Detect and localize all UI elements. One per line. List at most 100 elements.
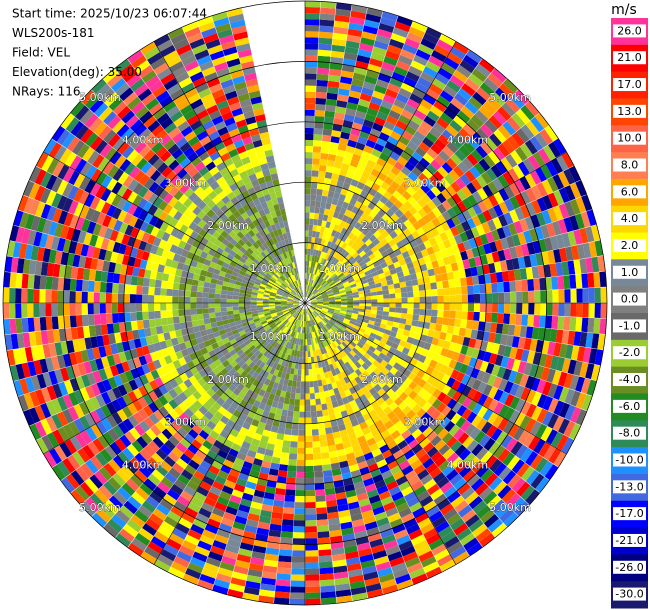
radar-gate xyxy=(393,98,407,110)
radar-gate xyxy=(305,224,309,231)
radar-gate xyxy=(511,131,525,147)
radar-gate xyxy=(367,323,374,329)
radar-gate xyxy=(202,475,215,486)
radar-gate xyxy=(347,297,354,301)
radar-gate xyxy=(552,416,565,432)
radar-gate xyxy=(462,197,473,210)
radar-gate xyxy=(184,296,191,303)
radar-gate xyxy=(407,424,419,435)
radar-gate xyxy=(248,278,256,284)
radar-gate xyxy=(377,379,387,389)
radar-gate xyxy=(246,284,254,289)
radar-gate xyxy=(301,320,304,328)
radar-gate xyxy=(89,359,99,373)
radar-gate xyxy=(48,448,62,465)
radar-gate xyxy=(13,380,24,397)
radar-gate xyxy=(111,207,122,220)
radar-gate xyxy=(438,460,451,472)
radar-gate xyxy=(170,337,179,346)
radar-gate xyxy=(387,335,396,343)
radar-gate xyxy=(311,301,318,303)
radar-gate xyxy=(307,351,311,358)
radar-gate xyxy=(163,515,179,528)
radar-gate xyxy=(318,543,331,551)
radar-gate xyxy=(283,353,289,361)
radar-gate xyxy=(192,325,200,333)
radar-gate xyxy=(246,351,254,359)
radar-gate xyxy=(320,257,325,265)
radar-gate xyxy=(450,456,464,469)
radar-gate xyxy=(272,419,280,428)
radar-gate xyxy=(287,336,293,343)
radar-gate xyxy=(344,389,352,397)
radar-gate xyxy=(362,119,374,129)
radar-gate xyxy=(305,502,316,509)
radar-gate xyxy=(96,335,105,347)
radar-gate xyxy=(378,352,387,360)
radar-gate xyxy=(277,351,283,359)
radar-gate xyxy=(316,355,321,363)
radar-gate xyxy=(287,322,292,329)
radar-gate xyxy=(492,110,507,125)
radar-gate xyxy=(123,303,131,313)
radar-gate xyxy=(470,329,479,340)
radar-gate xyxy=(57,210,69,225)
radar-gate xyxy=(356,351,364,359)
radar-gate xyxy=(261,278,269,284)
radar-gate xyxy=(62,409,74,424)
radar-gate xyxy=(163,543,179,556)
radar-gate xyxy=(272,348,278,356)
radar-gate xyxy=(15,318,23,334)
radar-gate xyxy=(305,399,311,406)
radar-gate xyxy=(226,303,233,308)
radar-gate xyxy=(112,313,119,324)
radar-gate xyxy=(436,498,451,511)
radar-gate xyxy=(222,319,230,325)
radar-gate xyxy=(205,357,214,366)
radar-gate xyxy=(498,125,512,140)
radar-gate xyxy=(324,339,330,347)
radar-gate xyxy=(471,132,485,146)
radar-gate xyxy=(175,329,183,338)
radar-gate xyxy=(305,61,318,68)
radar-gate xyxy=(394,226,403,236)
radar-gate xyxy=(296,313,301,320)
radar-gate xyxy=(366,159,377,169)
radar-gate xyxy=(455,286,462,295)
radar-gate xyxy=(72,339,81,352)
radar-gate xyxy=(414,332,422,341)
radar-gate xyxy=(448,254,457,264)
radar-gate xyxy=(85,497,100,513)
radar-gate xyxy=(534,290,541,303)
radar-gate xyxy=(228,375,237,384)
radar-gate xyxy=(348,22,364,32)
radar-gate xyxy=(445,366,454,377)
radar-gate xyxy=(15,288,22,303)
radar-gate xyxy=(391,491,404,502)
radar-gate xyxy=(289,309,296,314)
radar-gate xyxy=(392,190,402,200)
radar-gate xyxy=(382,94,396,105)
radar-gate xyxy=(269,367,276,375)
radar-gate xyxy=(404,274,412,282)
radar-gate xyxy=(455,223,465,234)
radar-gate xyxy=(405,319,413,326)
radar-gate xyxy=(292,303,299,305)
radar-gate xyxy=(216,320,224,327)
radar-gate xyxy=(3,271,11,288)
radar-gate xyxy=(117,384,128,397)
radar-gate xyxy=(325,315,332,320)
radar-gate xyxy=(507,324,516,336)
radar-gate xyxy=(305,164,313,171)
radar-gate xyxy=(245,314,253,319)
radar-gate xyxy=(320,591,336,599)
radar-gate xyxy=(346,557,361,566)
radar-gate xyxy=(325,104,336,113)
radar-gate xyxy=(312,152,321,159)
radar-gate xyxy=(335,260,342,268)
radar-gate xyxy=(396,410,407,421)
radar-gate xyxy=(317,285,323,291)
radar-gate xyxy=(547,192,559,208)
radar-gate xyxy=(387,44,403,55)
radar-gate xyxy=(229,321,237,328)
